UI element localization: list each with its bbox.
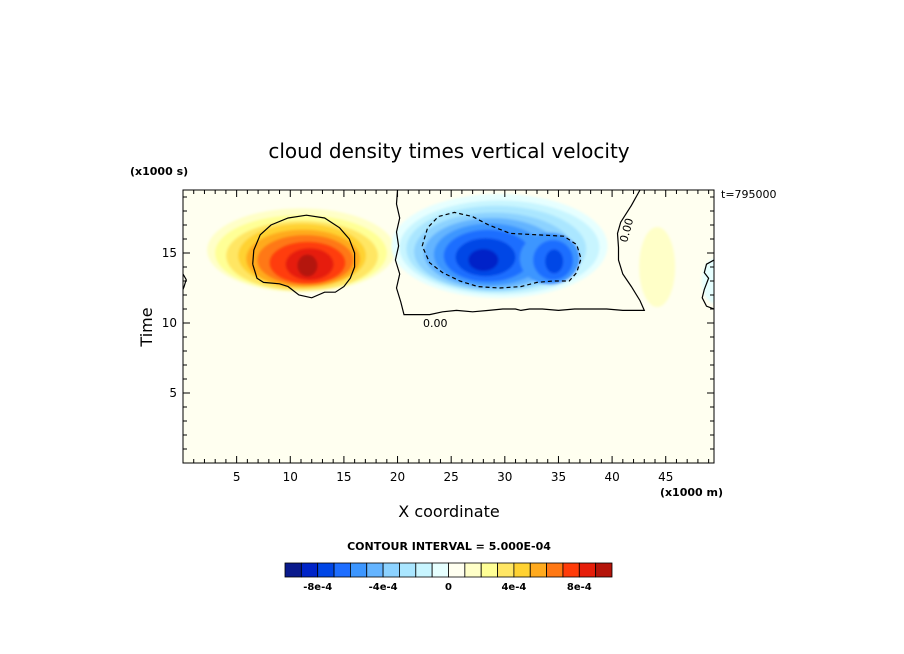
negative-band-8 [468,249,499,271]
colorbar-swatch [513,562,531,578]
positive-contour-line-5e-4 [252,214,356,299]
x-tick-label: 10 [283,470,298,484]
contour-lines [183,190,714,316]
x-tick-label: 30 [497,470,512,484]
colorbar-swatch [431,562,449,578]
colorbar-swatch [366,562,384,578]
colorbar-swatch [284,562,302,578]
colorbar-swatch [333,562,351,578]
contour-interval-label: CONTOUR INTERVAL = 5.000E-04 [347,540,551,553]
x-tick-label: 20 [390,470,405,484]
positive-band-9 [297,254,318,277]
x-tick-label: 40 [604,470,619,484]
y-tick-label: 15 [162,246,177,260]
y-axis-units: (x1000 s) [130,165,188,178]
colorbar-tick-label: 0 [445,582,452,593]
plot-frame [182,189,715,464]
colorbar-swatch [529,562,548,578]
colorbar-tick-label: -8e-4 [303,582,332,593]
colorbar-swatch [595,562,613,578]
axis-ticks: 5 10 15 20 25 30 35 40 45 5 10 15 [162,190,714,484]
x-tick-label: 5 [233,470,241,484]
time-annotation: t=795000 [721,188,777,201]
y-tick-label: 5 [169,386,177,400]
colorbar-swatch [497,562,515,578]
colorbar-swatch [349,562,368,578]
filled-contours [198,194,714,307]
colorbar-swatch [562,562,580,578]
colorbar-swatch [480,562,498,578]
right-edge-contour-line [701,259,714,310]
colorbar-tick-label: -4e-4 [369,582,398,593]
negative-contour-line-5e-4 [421,211,582,289]
colorbar-swatch [300,562,319,578]
chart-title: cloud density times vertical velocity [268,139,629,163]
y-axis-label: Time [137,307,156,347]
colorbar-tick-label: 4e-4 [501,582,526,593]
colorbar: -8e-4 -4e-4 0 4e-4 8e-4 [284,562,613,593]
weak-positive-band [639,227,676,307]
x-tick-label: 15 [336,470,351,484]
zero-contour-label-right: 0.00 [617,217,636,244]
colorbar-swatch [578,562,597,578]
colorbar-swatch [448,562,466,578]
colorbar-swatch [464,562,482,578]
colorbar-swatch [317,562,335,578]
x-tick-label: 25 [444,470,459,484]
colorbar-tick-label: 8e-4 [567,582,592,593]
colorbar-swatch [546,562,564,578]
x-axis-units: (x1000 m) [660,486,723,499]
zero-contour-label-bottom: 0.00 [423,317,448,330]
colorbar-swatch [382,562,400,578]
negative-lobe-band-2 [545,249,564,274]
x-tick-label: 35 [551,470,566,484]
colorbar-swatch [415,562,433,578]
x-tick-label: 45 [658,470,673,484]
left-edge-contour-line [183,273,187,290]
x-axis-label: X coordinate [398,502,499,521]
zero-contour-line [394,190,646,316]
y-tick-label: 10 [162,316,177,330]
colorbar-swatch [399,562,417,578]
